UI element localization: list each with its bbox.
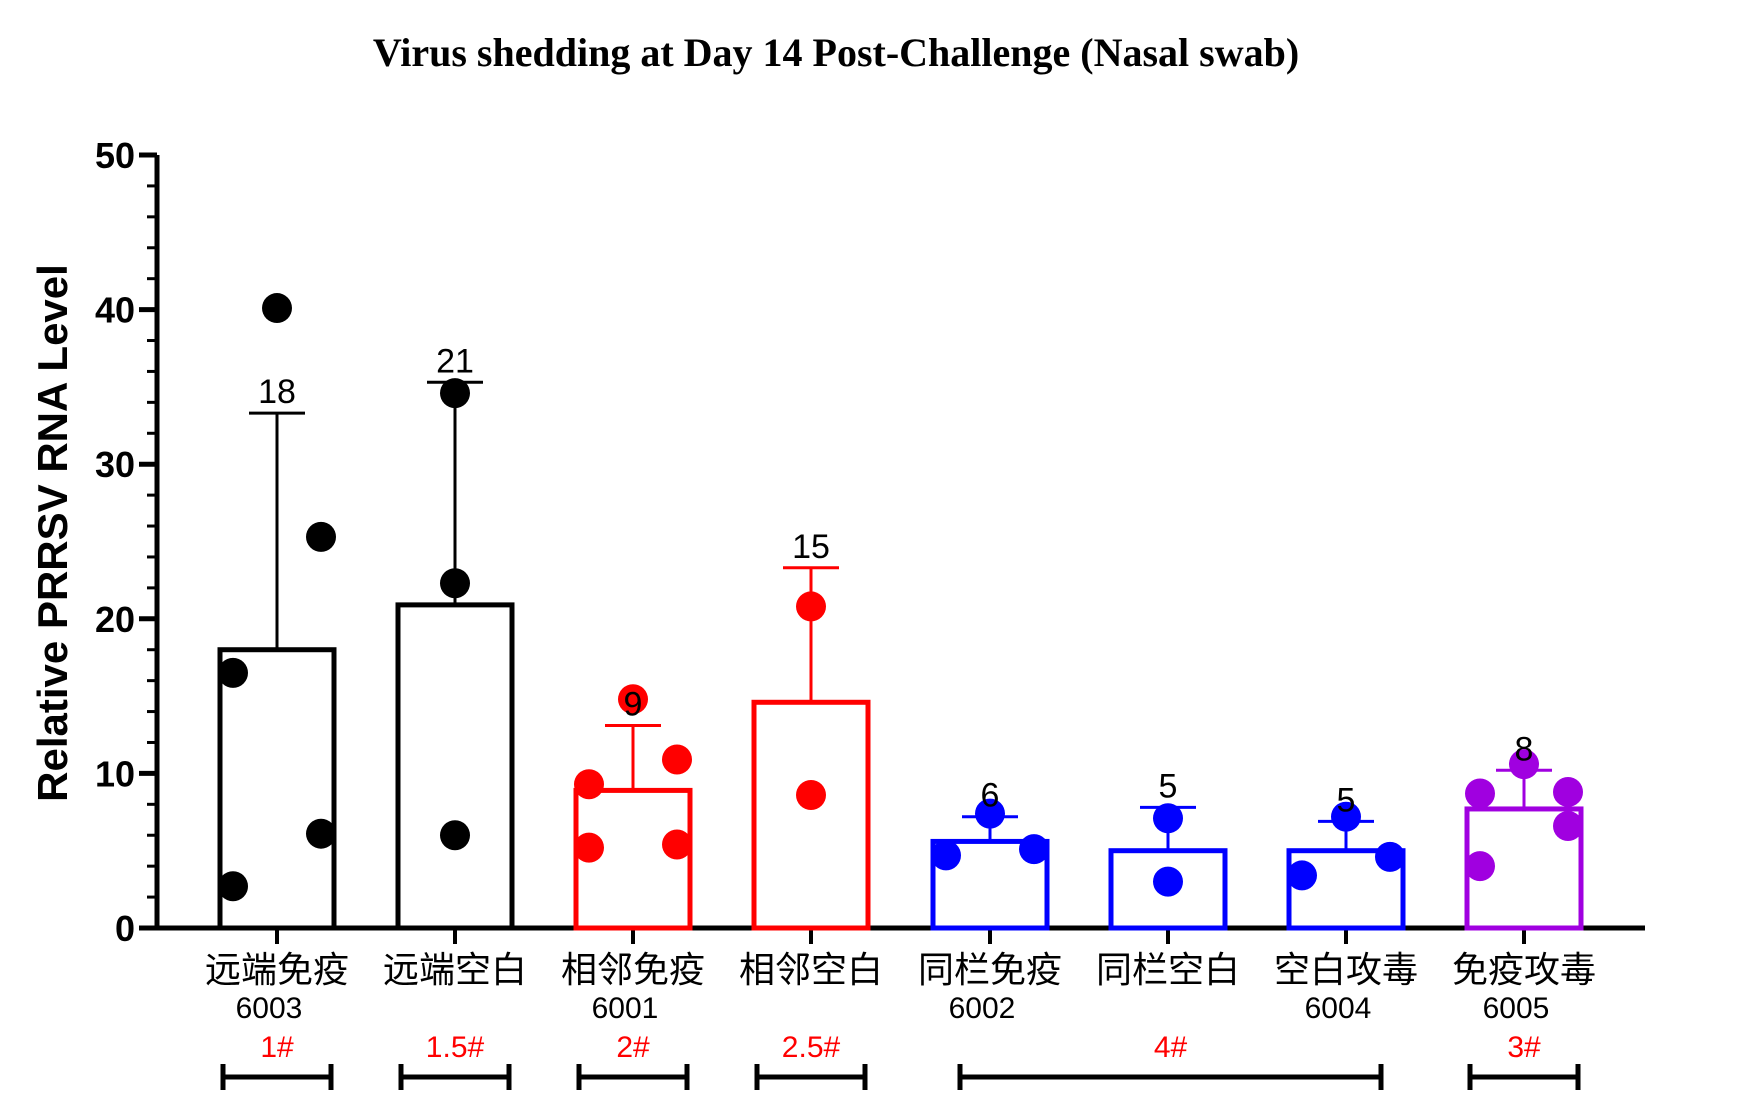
sample-code-label: 6003 (236, 992, 303, 1025)
y-tick-label: 10 (95, 753, 135, 794)
data-point (1331, 801, 1361, 832)
data-point (1153, 866, 1183, 897)
data-point (618, 684, 648, 715)
sample-code-label: 6001 (592, 992, 659, 1025)
pen-label: 4# (1154, 1031, 1188, 1064)
data-point (1465, 851, 1495, 882)
y-tick-label: 30 (95, 444, 135, 485)
category-label: 同栏空白 (1096, 950, 1240, 991)
category-label: 空白攻毒 (1274, 950, 1418, 991)
category-label: 相邻免疫 (561, 950, 705, 991)
y-axis-label: Relative PRRSV RNA Level (29, 264, 76, 802)
pen-label: 2.5# (782, 1031, 841, 1064)
bar (1108, 848, 1228, 931)
data-point (218, 657, 248, 688)
category-label: 相邻空白 (739, 950, 883, 991)
pen-label: 1# (260, 1031, 294, 1064)
bar (751, 699, 871, 931)
data-point (306, 521, 336, 552)
category-label: 免疫攻毒 (1452, 950, 1596, 991)
data-point (574, 832, 604, 863)
category-label: 远端空白 (383, 950, 527, 991)
category-label: 同栏免疫 (918, 950, 1062, 991)
bar (573, 787, 693, 931)
data-point (440, 820, 470, 851)
sample-code-label: 6005 (1483, 992, 1550, 1025)
bar (930, 838, 1050, 931)
data-point (1465, 778, 1495, 809)
data-point (1287, 860, 1317, 891)
mean-value-label: 6 (981, 777, 1000, 815)
chart-title: Virus shedding at Day 14 Post-Challenge … (373, 30, 1299, 75)
mean-value-label: 5 (1159, 767, 1178, 805)
data-point (662, 829, 692, 860)
data-point (306, 818, 336, 849)
pen-label: 2# (616, 1031, 650, 1064)
sample-code-label: 6004 (1305, 992, 1372, 1025)
pen-label: 1.5# (426, 1031, 485, 1064)
bar (217, 647, 337, 931)
y-tick-label: 40 (95, 290, 135, 331)
category-label: 远端免疫 (205, 950, 349, 991)
data-point (931, 840, 961, 871)
data-point (262, 293, 292, 324)
data-point (1553, 810, 1583, 841)
pen-label: 3# (1507, 1031, 1541, 1064)
data-point (1375, 841, 1405, 872)
y-tick-label: 20 (95, 599, 135, 640)
bars (217, 293, 1584, 931)
data-point (796, 591, 826, 622)
mean-value-label: 5 (1337, 781, 1356, 819)
bar (1286, 848, 1406, 931)
data-point (1553, 776, 1583, 807)
data-point (796, 780, 826, 811)
y-tick-label: 50 (95, 135, 135, 176)
data-point (1153, 803, 1183, 834)
mean-value-label: 18 (258, 373, 296, 411)
data-point (975, 798, 1005, 829)
data-point (440, 568, 470, 599)
sample-code-label: 6002 (949, 992, 1016, 1025)
data-point (574, 769, 604, 800)
data-point (1509, 749, 1539, 780)
data-point (1019, 834, 1049, 865)
mean-value-label: 15 (792, 528, 830, 566)
y-tick-label: 0 (115, 908, 135, 949)
mean-value-label: 9 (624, 685, 643, 723)
bar (395, 602, 515, 931)
mean-value-label: 21 (436, 342, 474, 380)
data-point (662, 744, 692, 775)
mean-value-label: 8 (1515, 730, 1534, 768)
data-point (218, 871, 248, 902)
data-point (440, 378, 470, 409)
